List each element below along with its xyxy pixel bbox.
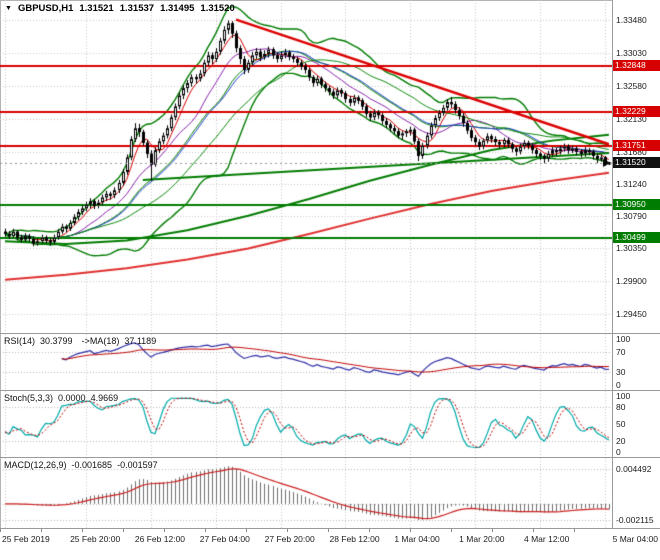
- time-axis-ticks: [0, 529, 612, 532]
- macd-signal-value: -0.001597: [117, 460, 158, 470]
- macd-canvas[interactable]: [0, 458, 612, 528]
- stochastic-label: Stoch(5,3,3) 0.0000 4.9669: [4, 393, 118, 403]
- macd-axis[interactable]: 0.004492 -0.002115: [612, 458, 660, 528]
- axis-tick-label: 1.29450: [616, 309, 647, 319]
- price-chart-panel: ▼ GBPUSD,H1 1.31521 1.31537 1.31495 1.31…: [0, 0, 660, 334]
- macd-name: MACD(12,26,9): [4, 460, 67, 470]
- axis-tick-label: -0.002115: [616, 515, 654, 525]
- axis-tick-label: 0.004492: [616, 464, 652, 474]
- rsi-ma-name: ->MA(18): [81, 336, 120, 346]
- time-axis-label: 4 Mar 12:00: [524, 534, 570, 544]
- axis-tick-label: 1.32130: [616, 114, 647, 124]
- price-chart-canvas[interactable]: [0, 0, 612, 333]
- symbol-dropdown-icon[interactable]: ▼: [5, 5, 12, 12]
- time-axis-label: 5 Mar 04:00: [612, 534, 658, 544]
- quote-open: 1.31521: [79, 3, 114, 14]
- rsi-ma-value: 37.1189: [124, 336, 157, 346]
- axis-tick-label: 70: [616, 347, 626, 357]
- price-badge: 1.30950: [613, 199, 660, 210]
- axis-tick-label: 1.30350: [616, 243, 647, 253]
- time-axis-label: 1 Mar 20:00: [459, 534, 505, 544]
- price-badge: 1.32848: [613, 60, 660, 71]
- time-axis-label: 1 Mar 04:00: [394, 534, 440, 544]
- quote-low: 1.31495: [160, 3, 195, 14]
- stochastic-panel: Stoch(5,3,3) 0.0000 4.9669 100 80 50 20 0: [0, 391, 660, 458]
- time-axis-label: 26 Feb 12:00: [134, 534, 186, 544]
- axis-tick-label: 1.32580: [616, 81, 647, 91]
- macd-value: -0.001685: [71, 460, 113, 470]
- macd-label: MACD(12,26,9) -0.001685 -0.001597: [4, 460, 158, 470]
- axis-tick-label: 80: [616, 402, 626, 412]
- time-axis-label: 28 Feb 12:00: [329, 534, 380, 544]
- stochastic-canvas[interactable]: [0, 391, 612, 457]
- time-axis-label: 27 Feb 20:00: [264, 534, 315, 544]
- time-axis-label: 25 Feb 2019: [2, 534, 50, 544]
- axis-tick-label: 1.33480: [616, 15, 647, 25]
- axis-tick-label: 30: [616, 367, 626, 377]
- axis-tick-label: 100: [616, 391, 631, 401]
- price-badge: 1.31751: [613, 140, 660, 151]
- axis-tick-label: 1.31240: [616, 179, 647, 189]
- price-badge: 1.30499: [613, 232, 660, 243]
- rsi-label: RSI(14) 30.3799 ->MA(18) 37.1189: [4, 336, 156, 346]
- rsi-panel: RSI(14) 30.3799 ->MA(18) 37.1189 100 70 30…: [0, 334, 660, 391]
- quote-close: 1.31520: [200, 3, 235, 14]
- macd-panel: MACD(12,26,9) -0.001685 -0.001597 0.0044…: [0, 458, 660, 529]
- axis-tick-label: 50: [616, 419, 626, 429]
- axis-tick-label: 1.31680: [616, 147, 647, 157]
- axis-tick-label: 1.29900: [616, 276, 647, 286]
- axis-tick-label: 100: [616, 334, 631, 344]
- quote-high: 1.31537: [119, 3, 155, 14]
- time-axis-label: 25 Feb 20:00: [70, 534, 121, 544]
- stoch-name: Stoch(5,3,3): [4, 393, 54, 403]
- axis-tick-label: 0: [616, 380, 621, 390]
- price-axis[interactable]: 1.33480 1.33030 1.32580 1.32130 1.31680 1.312…: [612, 0, 660, 333]
- stoch-signal-value: 4.9669: [90, 393, 119, 403]
- time-axis-label: 27 Feb 04:00: [199, 534, 250, 544]
- rsi-value: 30.3799: [40, 336, 73, 346]
- time-axis[interactable]: 25 Feb 2019 25 Feb 20:00 26 Feb 12:00 27 Fe…: [0, 529, 660, 560]
- price-badge: 1.31520: [613, 157, 660, 168]
- price-badge: 1.32229: [613, 106, 660, 117]
- rsi-canvas[interactable]: [0, 334, 612, 390]
- rsi-axis[interactable]: 100 70 30 0: [612, 334, 660, 390]
- stoch-value: 0.0000: [58, 393, 86, 403]
- rsi-name: RSI(14): [4, 336, 36, 346]
- axis-tick-label: 1.30790: [616, 211, 647, 221]
- chart-header: ▼ GBPUSD,H1 1.31521 1.31537 1.31495 1.31…: [5, 3, 235, 14]
- stochastic-axis[interactable]: 100 80 50 20 0: [612, 391, 660, 457]
- axis-tick-label: 1.33030: [616, 48, 647, 58]
- axis-tick-label: 0: [616, 447, 621, 457]
- symbol-timeframe-label: GBPUSD,H1: [17, 3, 74, 14]
- axis-tick-label: 20: [616, 436, 626, 446]
